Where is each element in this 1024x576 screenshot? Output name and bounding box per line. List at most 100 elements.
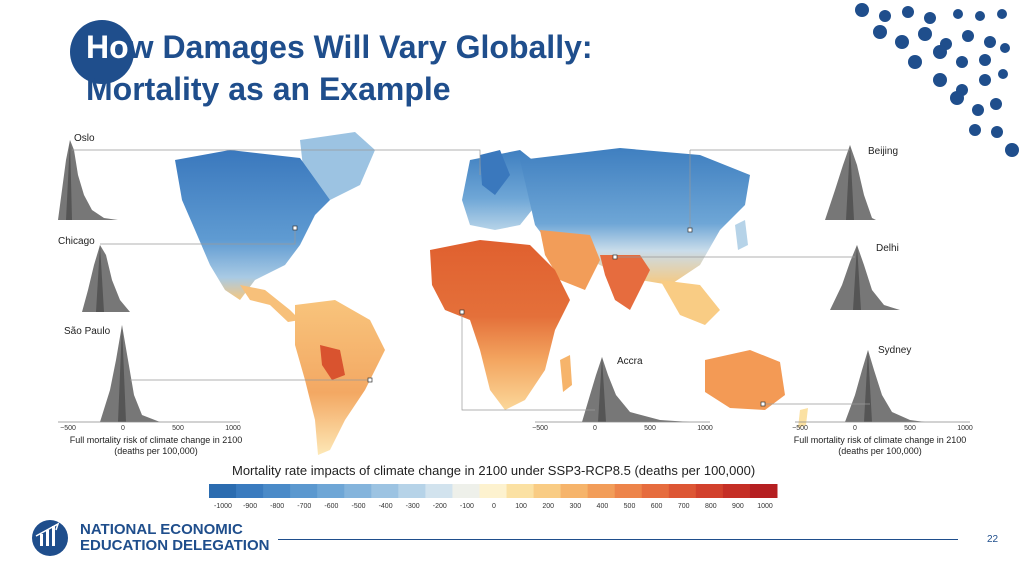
- decorative-dot: [998, 69, 1008, 79]
- colorbar-swatch: [614, 484, 643, 498]
- axis-caption-line1: Full mortality risk of climate change in…: [69, 435, 243, 445]
- colorbar-swatch: [641, 484, 670, 498]
- axis-tick: 0: [853, 425, 857, 432]
- city-label-sao-paulo: São Paulo: [64, 326, 111, 337]
- colorbar-swatch: [749, 484, 778, 498]
- colorbar-tick-label: -900: [243, 503, 258, 510]
- colorbar-tick-label: 200: [542, 503, 555, 510]
- organization-logo-text: NATIONAL ECONOMIC EDUCATION DELEGATION: [80, 522, 269, 554]
- axis-caption-right: Full mortality risk of climate change in…: [782, 435, 978, 457]
- page-number: 22: [987, 534, 999, 545]
- colorbar-swatch: [371, 484, 399, 498]
- decorative-dot: [879, 10, 891, 22]
- colorbar-swatch: [722, 484, 751, 498]
- city-label-accra: Accra: [617, 356, 643, 367]
- city-label-sydney: Sydney: [878, 345, 912, 356]
- axis-tick: −500: [792, 425, 808, 432]
- page-title: How Damages Will Vary Globally: Mortalit…: [86, 26, 593, 110]
- colorbar-swatch: [209, 484, 237, 498]
- city-label-chicago: Chicago: [58, 236, 95, 247]
- decorative-dot: [990, 98, 1002, 110]
- axis-tick: 500: [904, 425, 916, 432]
- colorbar-tick-label: -600: [324, 503, 339, 510]
- axis-tick: 0: [121, 425, 125, 432]
- city-label-beijing: Beijing: [868, 146, 899, 157]
- colorbar-swatch: [236, 484, 264, 498]
- title-line1: w Damages Will Vary Globally:: [128, 29, 593, 65]
- city-label-delhi: Delhi: [876, 243, 899, 254]
- delhi-distribution: [830, 245, 900, 310]
- title-prefix: Ho: [86, 29, 129, 65]
- decorative-dot: [873, 25, 887, 39]
- colorbar-tick-label: 1000: [757, 503, 773, 510]
- sao-paulo-distribution: [100, 325, 160, 422]
- decorative-dot: [855, 3, 869, 17]
- colorbar-tick-label: 900: [732, 503, 744, 510]
- colorbar-tick-label: 700: [677, 503, 690, 510]
- decorative-dot: [918, 27, 932, 41]
- axis-tick: 0: [593, 425, 597, 432]
- axis-tick: −500: [60, 425, 76, 432]
- city-label-oslo: Oslo: [74, 133, 95, 144]
- decorative-dot: [950, 91, 964, 105]
- colorbar-tick-label: -1000: [214, 503, 232, 510]
- colorbar-swatch: [317, 484, 345, 498]
- colorbar-swatch: [560, 484, 589, 498]
- colorbar-tick-label: -100: [459, 503, 474, 510]
- colorbar-tick-label: 300: [569, 503, 582, 510]
- axis-caption-line1: Full mortality risk of climate change in…: [793, 435, 967, 445]
- colorbar-swatch: [668, 484, 697, 498]
- colorbar-tick-label: -500: [351, 503, 366, 510]
- colorbar-tick-label: 600: [650, 503, 663, 510]
- colorbar-tick-label: -300: [405, 503, 420, 510]
- decorative-dot: [933, 73, 947, 87]
- colorbar-tick-label: -700: [297, 503, 312, 510]
- axis-caption-line2: (deaths per 100,000): [838, 446, 922, 456]
- logo-line2: EDUCATION DELEGATION: [80, 537, 270, 554]
- decorative-dot: [962, 30, 974, 42]
- colorbar-swatch: [344, 484, 372, 498]
- chicago-distribution: [82, 245, 130, 312]
- colorbar-tick-label: -800: [270, 503, 285, 510]
- colorbar-swatch: [425, 484, 453, 498]
- beijing-distribution: [825, 145, 876, 220]
- decorative-dot: [991, 126, 1003, 138]
- decorative-dot: [902, 6, 914, 18]
- colorbar-tick-label: 0: [492, 503, 496, 510]
- decorative-dot: [972, 104, 984, 116]
- decorative-dot: [997, 9, 1007, 19]
- sydney-distribution: [845, 350, 925, 422]
- axis-caption-left: Full mortality risk of climate change in…: [58, 435, 254, 457]
- axis-caption-line2: (deaths per 100,000): [114, 446, 198, 456]
- colorbar-swatch: [290, 484, 318, 498]
- axis-tick: 500: [644, 425, 656, 432]
- axis-tick: 1000: [697, 425, 713, 432]
- decorative-dot: [975, 11, 985, 21]
- colorbar-swatch: [479, 484, 508, 498]
- colorbar-swatch: [587, 484, 616, 498]
- decorative-dot: [969, 124, 981, 136]
- decorative-dot: [933, 45, 947, 59]
- colorbar-swatch: [398, 484, 426, 498]
- ned-logo-icon: [32, 520, 68, 556]
- logo-line1: NATIONAL ECONOMIC: [80, 521, 243, 538]
- colorbar-tick-label: -200: [432, 503, 447, 510]
- decorative-dot: [984, 36, 996, 48]
- colorbar-tick-label: 500: [623, 503, 636, 510]
- title-line2: Mortality as an Example: [86, 71, 451, 107]
- decorative-dot: [895, 35, 909, 49]
- colorbar-swatch: [695, 484, 724, 498]
- decorative-dot: [979, 74, 991, 86]
- accra-distribution: [582, 357, 690, 422]
- colorbar-swatch: [452, 484, 480, 498]
- axis-tick: 500: [172, 425, 184, 432]
- mortality-colorbar: [209, 484, 778, 498]
- decorative-dot: [953, 9, 963, 19]
- decorative-dot: [956, 56, 968, 68]
- title-accent-circle: [70, 20, 134, 84]
- decorative-dot: [1000, 43, 1010, 53]
- axis-tick: −500: [532, 425, 548, 432]
- oslo-distribution: [58, 140, 118, 220]
- colorbar-swatch: [263, 484, 291, 498]
- colorbar-tick-label: 400: [596, 503, 609, 510]
